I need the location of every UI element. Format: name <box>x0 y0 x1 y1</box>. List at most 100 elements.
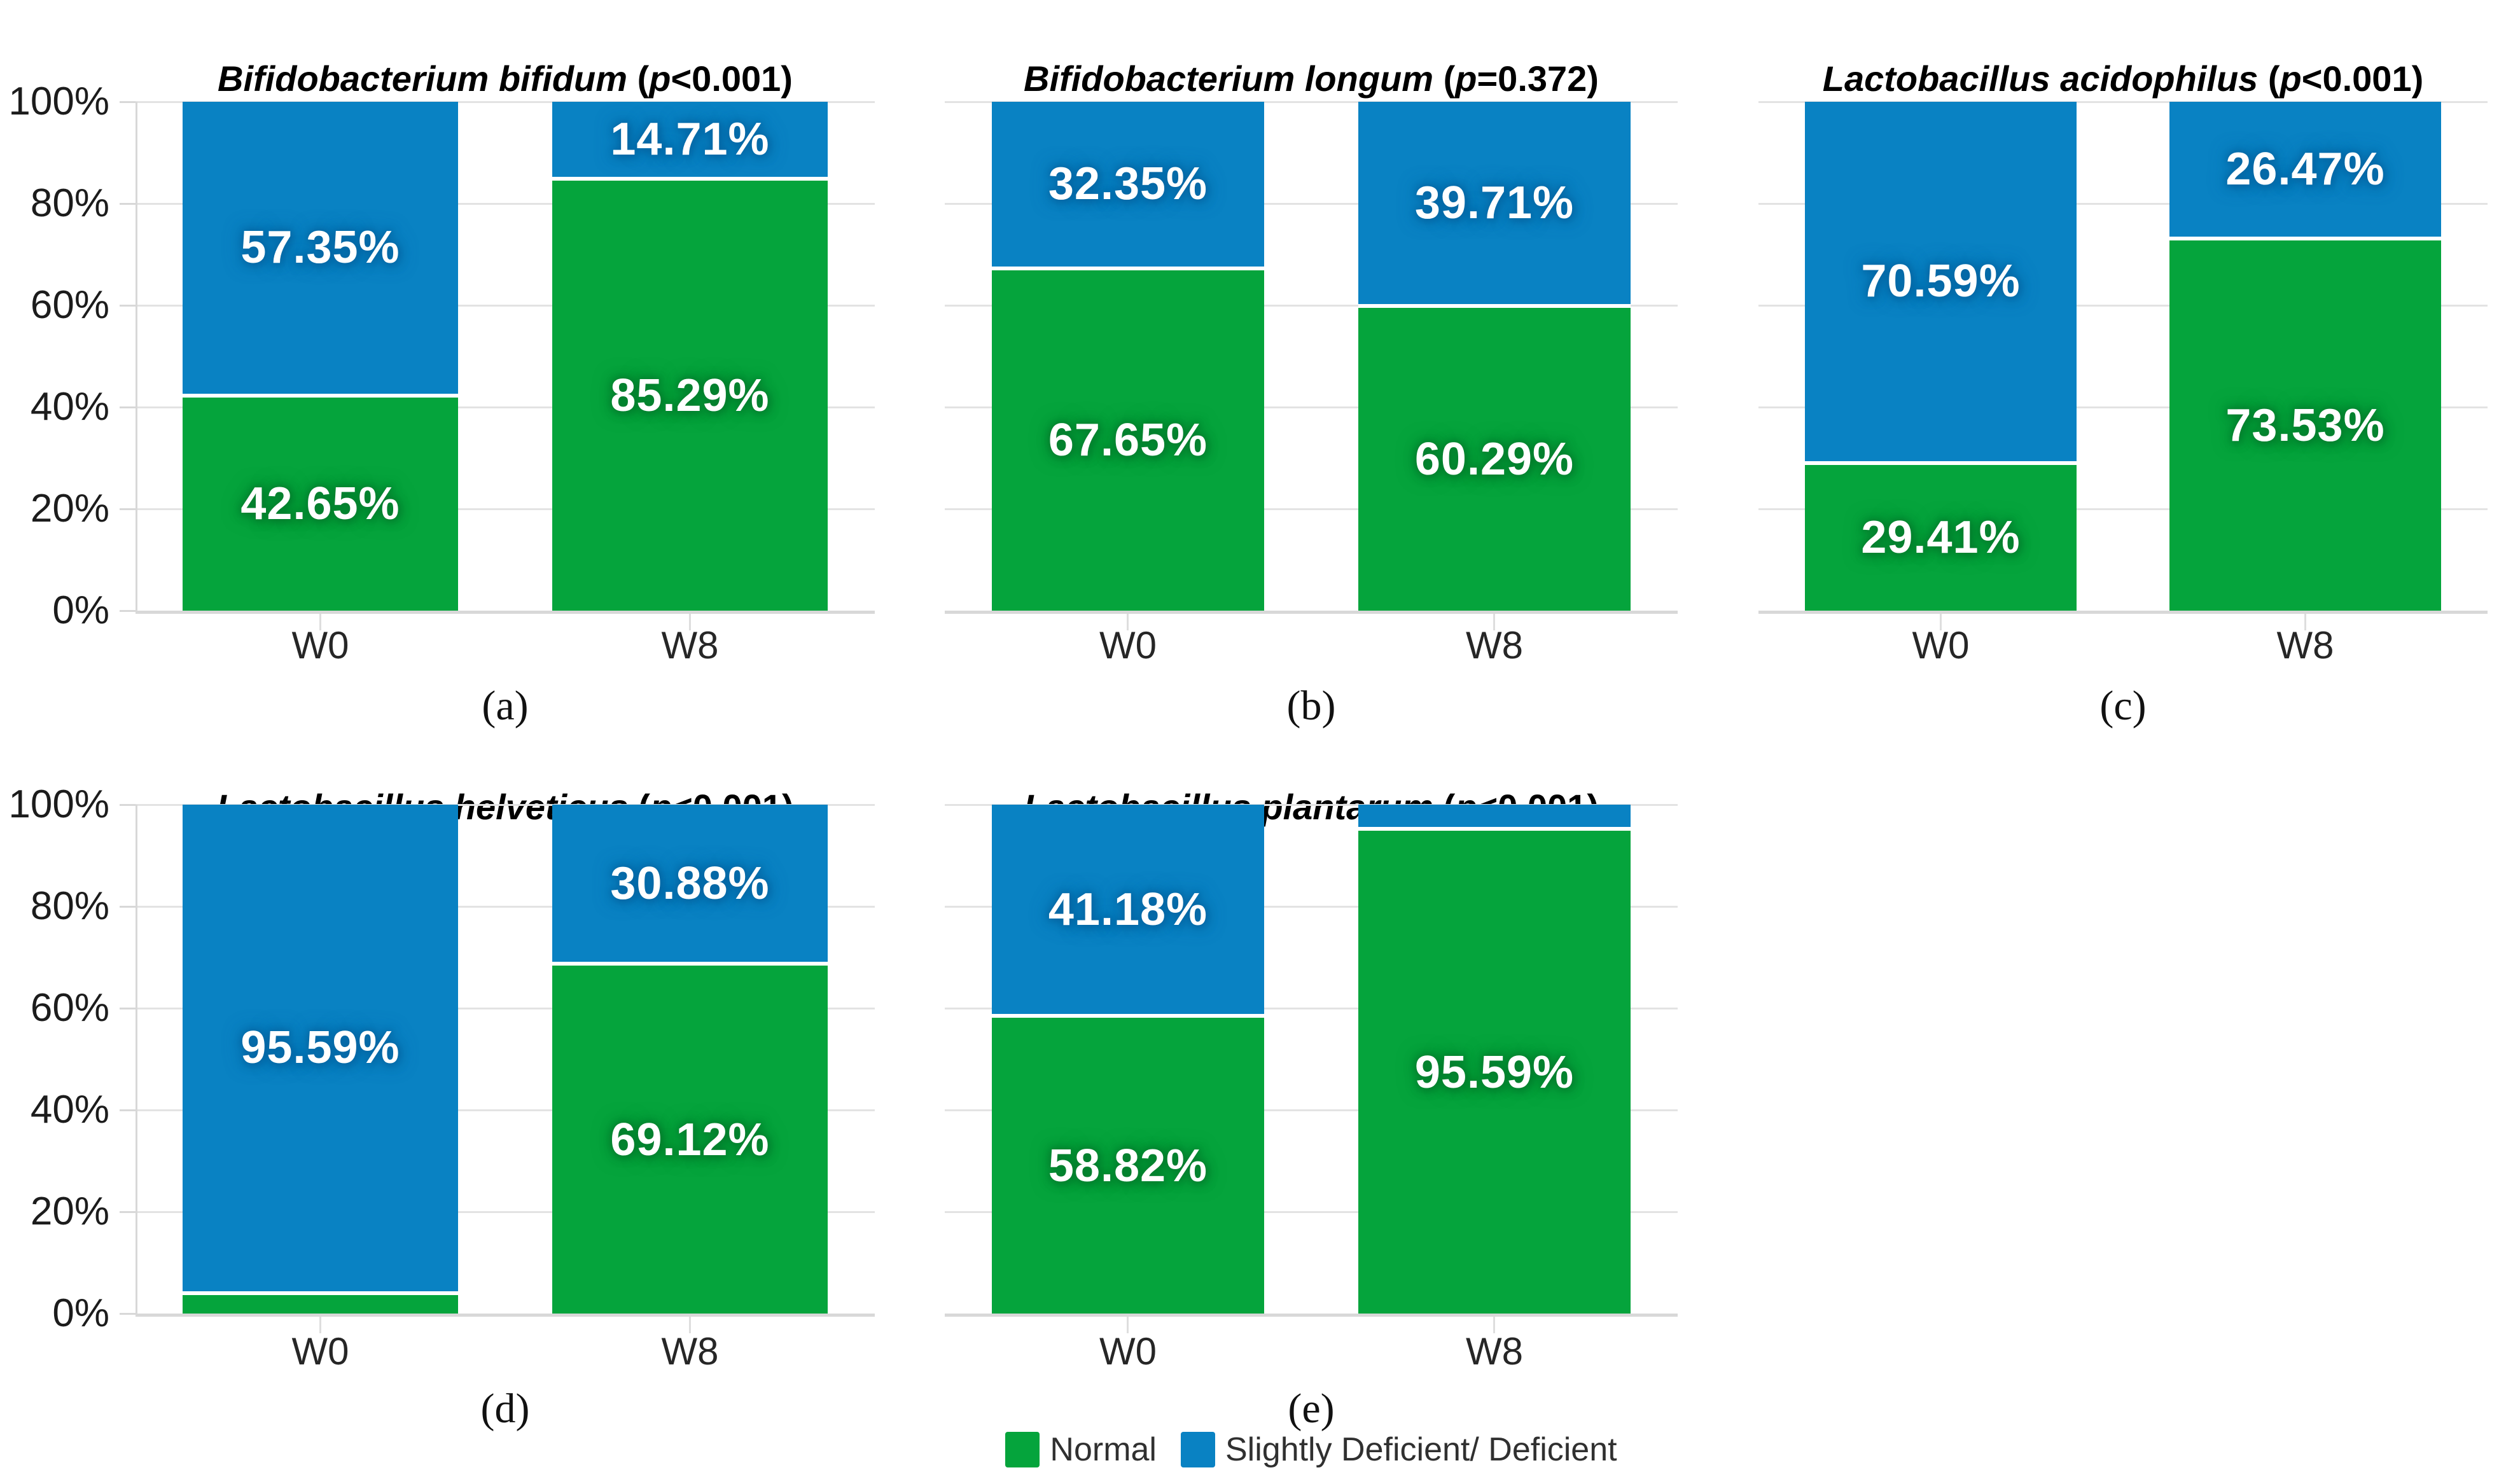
gridline <box>945 203 1678 205</box>
gridline <box>136 305 875 307</box>
legend-item-normal: Normal <box>1005 1431 1157 1469</box>
segment-deficient: 57.35% <box>183 102 458 394</box>
plot-area: 70.59% 29.41% 26.47% 73.53% <box>1758 101 2488 630</box>
segment-deficient: 14.71% <box>552 102 828 177</box>
gridline <box>1758 508 2488 510</box>
gridline <box>136 1109 875 1111</box>
y-axis-labels-row2: 100% 80% 60% 40% 20% 0% <box>0 784 115 1334</box>
segment-normal: 73.53% <box>2169 236 2441 611</box>
y-axis-tick <box>120 610 136 612</box>
data-label: 42.65% <box>240 478 400 530</box>
x-axis-tick <box>319 614 321 630</box>
gridline <box>1758 101 2488 103</box>
data-label: 39.71% <box>1414 177 1575 228</box>
bar-w8: 30.88% 69.12% <box>552 805 828 1314</box>
chart-title-pvalue: <0.001) <box>671 59 793 99</box>
x-axis-tick <box>2304 614 2306 630</box>
chart-title-pvalue: =0.372) <box>1477 59 1599 99</box>
segment-deficient <box>1358 805 1631 828</box>
chart-title-species: Bifidobacterium bifidum <box>218 59 628 99</box>
y-tick-label: 40% <box>30 1088 109 1132</box>
data-label: 58.82% <box>1048 1140 1208 1191</box>
data-label: 60.29% <box>1414 433 1575 485</box>
y-axis-tick <box>120 406 136 408</box>
data-label: 70.59% <box>1861 256 2021 307</box>
gridline <box>945 508 1678 510</box>
bar-w8: 39.71% 60.29% <box>1358 102 1631 611</box>
x-axis-tick <box>1493 614 1495 630</box>
plot-area: 41.18% 58.82% 95.59% <box>945 804 1678 1333</box>
gridline <box>945 804 1678 806</box>
panel-caption: (c) <box>2099 683 2147 729</box>
panel-caption: (d) <box>480 1385 530 1432</box>
legend-label: Normal <box>1050 1431 1157 1468</box>
chart-title: Bifidobacterium longum (p=0.372) <box>945 55 1678 102</box>
chart-title-p: p <box>2280 59 2302 99</box>
y-tick-label: 40% <box>30 385 109 429</box>
gridline <box>136 203 875 205</box>
x-axis-tick <box>1127 614 1129 630</box>
chart-title-species: Bifidobacterium longum <box>1024 59 1434 99</box>
bar-w8: 26.47% 73.53% <box>2169 102 2441 611</box>
gridline <box>136 1008 875 1009</box>
y-axis-tick <box>120 804 136 806</box>
bar-w0: 70.59% 29.41% <box>1805 102 2077 611</box>
y-axis-tick <box>120 305 136 307</box>
chart-title-pvalue: <0.001) <box>2301 59 2424 99</box>
segment-normal: 85.29% <box>552 176 828 611</box>
segment-normal: 67.65% <box>991 266 1265 611</box>
x-axis-labels: W0 W8 <box>136 623 875 668</box>
y-axis-line <box>136 805 137 1315</box>
legend-label: Slightly Deficient/ Deficient <box>1225 1431 1617 1468</box>
y-tick-label: 60% <box>30 283 109 327</box>
chart-panel-a: Bifidobacterium bifidum (p<0.001) 57.35%… <box>120 16 875 729</box>
x-axis-labels: W0 W8 <box>945 623 1678 668</box>
x-tick-label-w8: W8 <box>661 624 719 667</box>
segment-normal: 42.65% <box>183 393 458 611</box>
chart-title-species: Lactobacillus acidophilus <box>1822 59 2259 99</box>
y-tick-label: 80% <box>30 181 109 225</box>
x-tick-label-w8: W8 <box>2276 624 2334 667</box>
panel-caption: (e) <box>1288 1385 1335 1432</box>
x-tick-label-w0: W0 <box>291 1330 349 1373</box>
x-axis-tick <box>319 1317 321 1333</box>
segment-normal: 60.29% <box>1358 303 1631 611</box>
gridline <box>945 906 1678 908</box>
segment-deficient: 32.35% <box>991 102 1265 267</box>
y-axis-tick <box>120 508 136 510</box>
y-axis-tick <box>120 101 136 103</box>
legend-swatch-normal <box>1005 1432 1040 1467</box>
y-tick-label: 20% <box>30 1189 109 1233</box>
chart-title-paren: ( <box>1433 59 1456 99</box>
x-tick-label-w0: W0 <box>1099 1330 1157 1373</box>
data-label: 67.65% <box>1048 415 1208 466</box>
gridline <box>136 508 875 510</box>
data-label: 95.59% <box>240 1022 400 1074</box>
x-tick-label-w8: W8 <box>1466 624 1523 667</box>
gridline <box>1758 406 2488 408</box>
chart-title-p: p <box>649 59 671 99</box>
y-axis-tick <box>120 1008 136 1009</box>
legend-swatch-deficient <box>1180 1432 1215 1467</box>
data-label: 57.35% <box>240 222 400 274</box>
x-tick-label-w0: W0 <box>291 624 349 667</box>
chart-title: Lactobacillus acidophilus (p<0.001) <box>1758 55 2488 102</box>
y-axis-labels-row1: 100% 80% 60% 40% 20% 0% <box>0 81 115 631</box>
gridline <box>945 305 1678 307</box>
segment-normal: 29.41% <box>1805 461 2077 611</box>
chart-title-p: p <box>1455 59 1477 99</box>
y-tick-label: 60% <box>30 986 109 1030</box>
x-axis-labels: W0 W8 <box>1758 623 2488 668</box>
gridline <box>945 1008 1678 1009</box>
chart-panel-b: Bifidobacterium longum (p=0.372) 32.35% … <box>945 16 1678 729</box>
segment-normal: 58.82% <box>991 1014 1265 1314</box>
plot-area: 95.59% 30.88% 69.12% <box>120 804 875 1333</box>
gridline <box>1758 203 2488 205</box>
segment-normal: 95.59% <box>1358 827 1631 1314</box>
y-tick-label: 80% <box>30 884 109 928</box>
x-tick-label-w0: W0 <box>1912 624 1970 667</box>
gridline <box>1758 305 2488 307</box>
segment-normal: 69.12% <box>552 962 828 1314</box>
chart-panel-e: Lactobacillus plantarum (p<0.001) 41.18%… <box>945 735 1678 1444</box>
